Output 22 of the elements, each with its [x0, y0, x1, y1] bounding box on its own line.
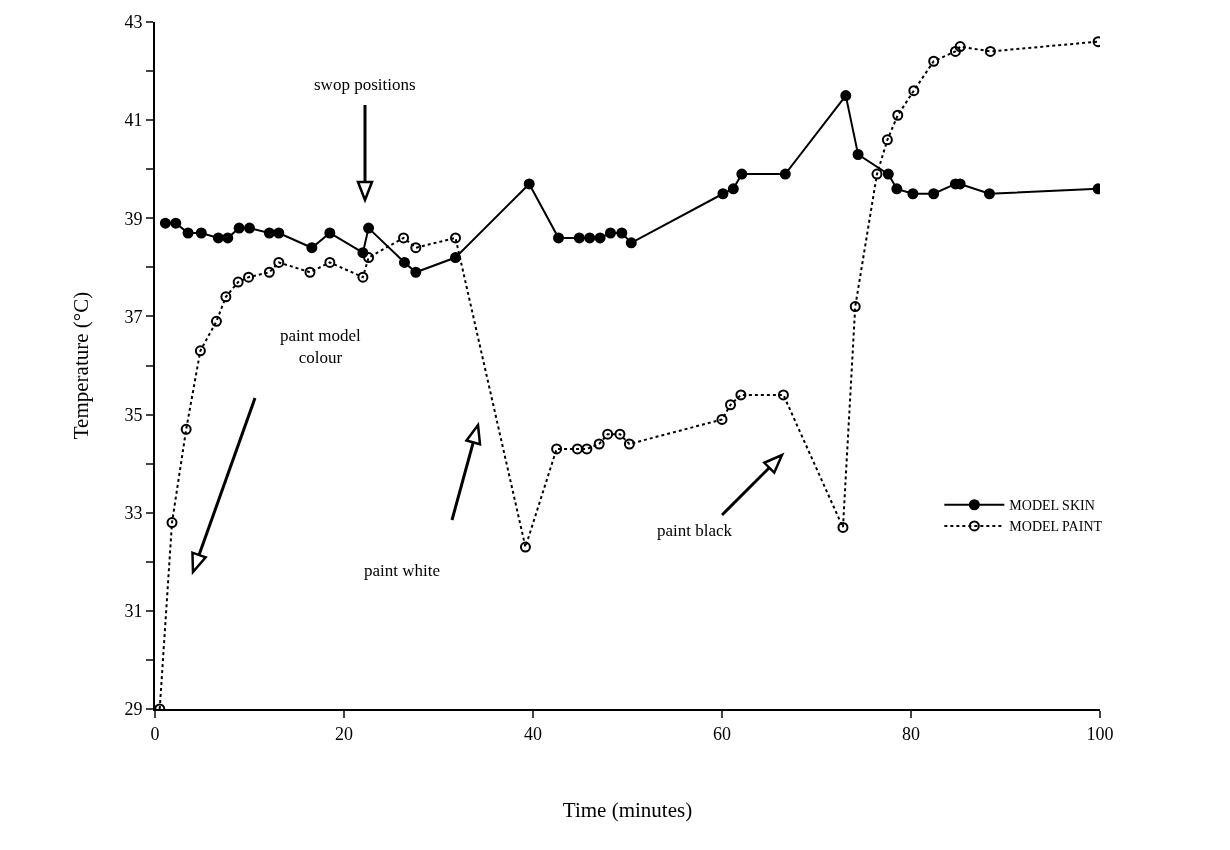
y-tick-label: 37 — [124, 306, 143, 327]
annotation: swop positions — [314, 75, 416, 94]
y-axis-title: Temperature (°C) — [69, 291, 94, 440]
annotation: paint white — [364, 561, 441, 580]
y-tick-label: 31 — [124, 601, 143, 622]
y-tick-label: 29 — [124, 699, 143, 720]
x-tick-label: 40 — [524, 723, 542, 744]
y-tick-label: 43 — [124, 12, 143, 33]
y-tick-label: 33 — [124, 503, 143, 524]
x-tick-label: 80 — [902, 723, 920, 744]
y-tick-label: 39 — [124, 208, 143, 229]
x-tick-label: 60 — [713, 723, 731, 744]
y-tick-label: 41 — [124, 110, 143, 131]
x-axis-title: Time (minutes) — [562, 798, 693, 823]
x-tick-label: 0 — [150, 723, 160, 744]
x-tick-label: 100 — [1086, 723, 1114, 744]
annotation: paint black — [657, 521, 733, 540]
legend-label: MODEL PAINT — [1009, 519, 1103, 535]
x-tick-label: 20 — [335, 723, 353, 744]
annotation: paint model colour — [280, 326, 362, 368]
legend-label: MODEL SKIN — [1009, 498, 1095, 514]
y-tick-label: 35 — [124, 404, 143, 425]
